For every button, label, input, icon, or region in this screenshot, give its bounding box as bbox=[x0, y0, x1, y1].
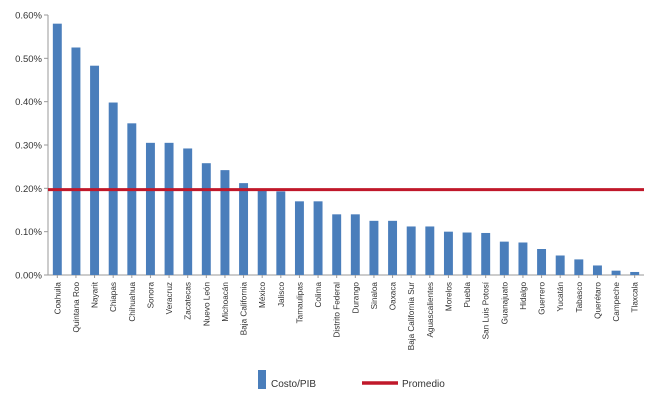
x-tick-label: Quintana Roo bbox=[72, 282, 81, 333]
bar bbox=[71, 47, 81, 275]
x-tick-label: Jalisco bbox=[277, 282, 286, 307]
x-tick-label: México bbox=[258, 282, 267, 308]
bar bbox=[611, 270, 621, 275]
bar bbox=[294, 201, 304, 275]
bar bbox=[574, 259, 584, 275]
bar bbox=[592, 265, 602, 275]
x-tick-label: Nayarit bbox=[91, 281, 100, 308]
y-axis-labels: 0.00% 0.10% 0.20% 0.30% 0.40% 0.50% 0.60% bbox=[15, 11, 42, 282]
x-tick-label: Yucatán bbox=[556, 282, 565, 312]
bar bbox=[388, 220, 398, 275]
x-tick-label: Nuevo León bbox=[202, 282, 211, 327]
bar bbox=[406, 226, 416, 275]
x-tick-label: Hidalgo bbox=[519, 282, 528, 310]
x-tick-label: Aguascalientes bbox=[426, 282, 435, 338]
x-tick-label: Morelos bbox=[444, 282, 453, 311]
x-tick-label: Coahuila bbox=[53, 282, 62, 315]
x-tick-label: Baja California bbox=[240, 282, 249, 336]
bar bbox=[425, 226, 435, 275]
bar-series bbox=[52, 23, 640, 276]
x-tick-label: Zacatecas bbox=[184, 282, 193, 320]
bar bbox=[220, 170, 230, 275]
bar bbox=[630, 271, 640, 275]
bar bbox=[443, 231, 453, 275]
bar bbox=[313, 201, 323, 275]
bar bbox=[369, 220, 379, 275]
bar bbox=[350, 214, 360, 275]
x-tick-label: Tabasco bbox=[575, 282, 584, 313]
y-tick-label: 0.30% bbox=[15, 141, 42, 152]
y-tick-label: 0.60% bbox=[15, 11, 42, 22]
y-tick-label: 0.00% bbox=[15, 271, 42, 282]
bar bbox=[332, 214, 342, 275]
x-tick-label: Chihuahua bbox=[128, 282, 137, 322]
x-tick-label: Durango bbox=[351, 282, 360, 314]
bar bbox=[518, 242, 528, 275]
bar bbox=[276, 191, 286, 275]
x-tick-label: San Luis Potosí bbox=[482, 281, 491, 339]
x-tick-label: Baja California Sur bbox=[407, 282, 416, 351]
y-tick-label: 0.10% bbox=[15, 227, 42, 238]
bar bbox=[462, 232, 472, 275]
bar bbox=[201, 163, 211, 275]
bar bbox=[481, 232, 491, 275]
y-tick-label: 0.40% bbox=[15, 97, 42, 108]
x-tick-label: Guanajuato bbox=[500, 282, 509, 325]
bar bbox=[145, 142, 155, 275]
bar bbox=[52, 23, 62, 276]
legend-label-line: Promedio bbox=[402, 379, 445, 390]
bar bbox=[537, 249, 547, 275]
bar bbox=[183, 148, 193, 275]
bar bbox=[127, 123, 137, 275]
x-tick-label: Michoacán bbox=[221, 282, 230, 322]
x-tick-label: Puebla bbox=[463, 282, 472, 308]
bar bbox=[555, 255, 565, 275]
x-tick-label: Guerrero bbox=[538, 282, 547, 315]
x-tick-label: Colima bbox=[314, 282, 323, 308]
x-tick-label: Tlaxcala bbox=[631, 282, 640, 313]
bar bbox=[499, 241, 509, 275]
x-tick-label: Distrito Federal bbox=[333, 282, 342, 338]
y-tick-label: 0.50% bbox=[15, 54, 42, 65]
x-tick-label: Tamaulipas bbox=[295, 282, 304, 323]
bar bbox=[90, 65, 100, 275]
bar bbox=[239, 183, 249, 275]
legend-swatch-bar bbox=[258, 370, 266, 389]
x-tick-label: Oaxaca bbox=[389, 282, 398, 311]
legend-label-bar: Costo/PIB bbox=[271, 379, 316, 390]
x-tick-label: Sonora bbox=[146, 282, 155, 309]
x-tick-label: Veracruz bbox=[165, 282, 174, 314]
x-axis-labels: Coahuila Quintana Roo Nayarit Chiapas Chihua… bbox=[53, 281, 639, 350]
legend: Costo/PIB Promedio bbox=[258, 370, 445, 390]
bar bbox=[257, 190, 267, 275]
bar bbox=[164, 142, 174, 275]
x-tick-label: Querétaro bbox=[593, 282, 602, 319]
x-tick-label: Sinaloa bbox=[370, 282, 379, 310]
x-tick-label: Chiapas bbox=[109, 282, 118, 312]
y-tick-label: 0.20% bbox=[15, 184, 42, 195]
x-tick-label: Campeche bbox=[612, 282, 621, 322]
